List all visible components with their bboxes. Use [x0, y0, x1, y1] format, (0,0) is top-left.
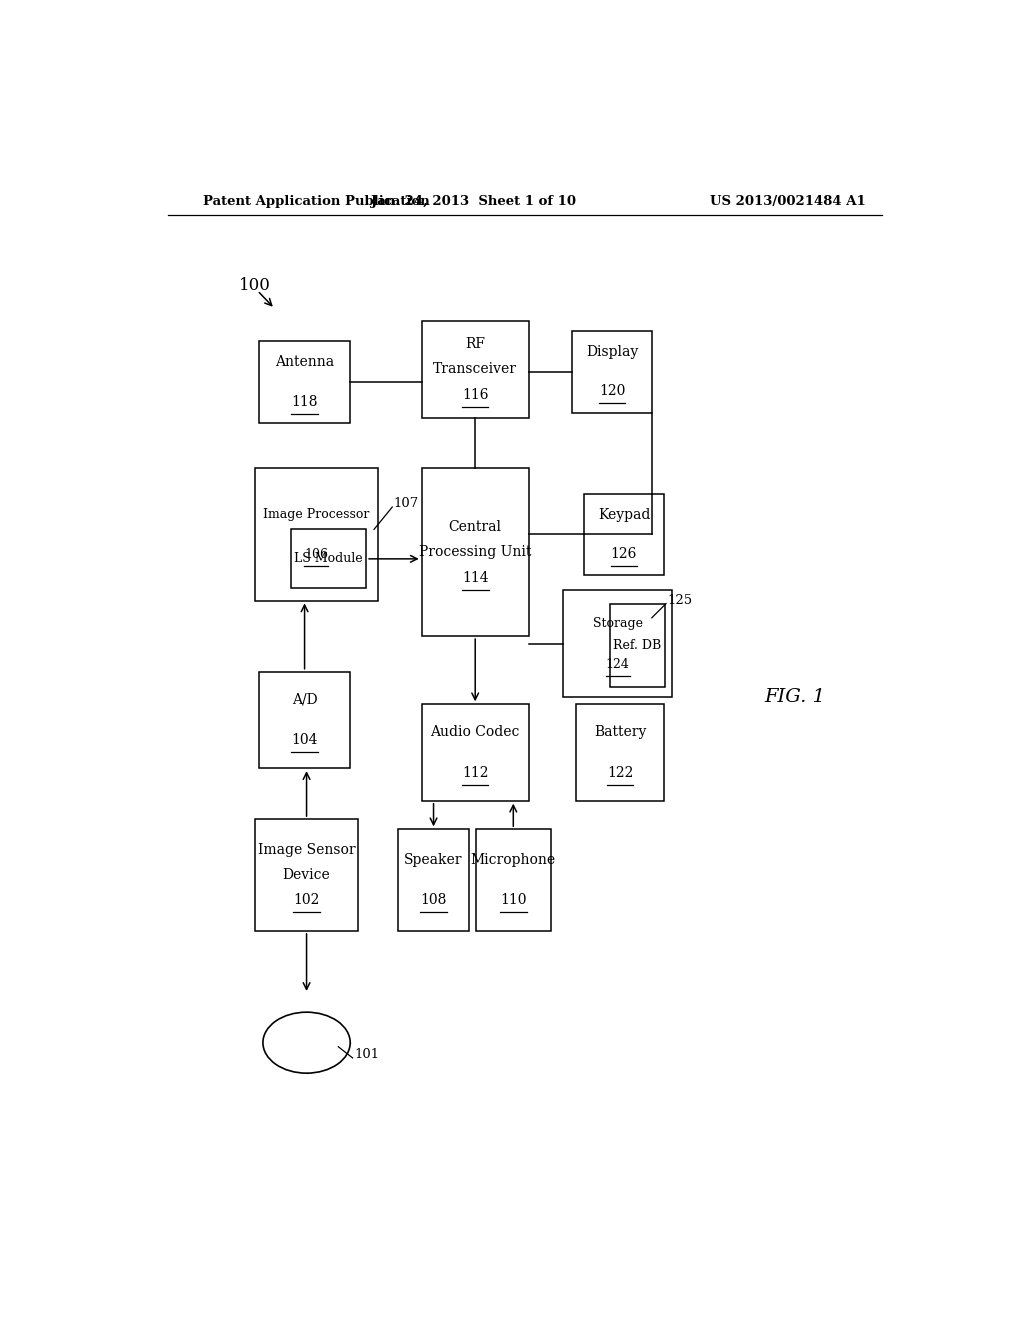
Bar	[397, 829, 469, 931]
Bar	[255, 818, 358, 931]
Text: Processing Unit: Processing Unit	[419, 545, 531, 560]
Text: Central: Central	[449, 520, 502, 533]
Bar	[422, 469, 528, 636]
Text: RF: RF	[465, 337, 485, 351]
Text: 120: 120	[599, 384, 626, 399]
Text: 102: 102	[293, 894, 319, 907]
Bar	[291, 529, 367, 589]
Text: US 2013/0021484 A1: US 2013/0021484 A1	[711, 194, 866, 207]
Text: 122: 122	[607, 766, 633, 780]
Ellipse shape	[263, 1012, 350, 1073]
Bar	[572, 331, 652, 412]
Bar	[259, 342, 350, 422]
Text: Antenna: Antenna	[275, 355, 334, 370]
Text: Keypad: Keypad	[598, 508, 650, 521]
Bar	[563, 590, 673, 697]
Text: LS Module: LS Module	[294, 552, 362, 565]
Bar	[609, 603, 666, 686]
Bar	[475, 829, 551, 931]
Text: 101: 101	[354, 1048, 379, 1061]
Text: Battery: Battery	[594, 725, 646, 739]
Bar	[585, 494, 664, 576]
Text: 107: 107	[394, 498, 419, 511]
Text: Audio Codec: Audio Codec	[430, 725, 520, 739]
Text: 106: 106	[304, 548, 329, 561]
Text: Transceiver: Transceiver	[433, 362, 517, 376]
Text: Image Processor: Image Processor	[263, 508, 370, 520]
Text: 112: 112	[462, 766, 488, 780]
Text: Storage: Storage	[593, 616, 643, 630]
Bar	[577, 704, 664, 801]
Bar	[259, 672, 350, 768]
Text: 104: 104	[291, 734, 317, 747]
Text: 100: 100	[240, 277, 271, 294]
Bar	[255, 469, 378, 601]
Text: Device: Device	[283, 869, 331, 882]
Text: 124: 124	[606, 657, 630, 671]
Text: Microphone: Microphone	[471, 853, 556, 867]
Text: Speaker: Speaker	[404, 853, 463, 867]
Text: Jan. 24, 2013  Sheet 1 of 10: Jan. 24, 2013 Sheet 1 of 10	[371, 194, 575, 207]
Text: A/D: A/D	[292, 693, 317, 706]
Text: 118: 118	[291, 395, 317, 408]
Text: 114: 114	[462, 570, 488, 585]
Text: FIG. 1: FIG. 1	[764, 688, 825, 706]
Text: Display: Display	[586, 346, 638, 359]
Text: 116: 116	[462, 388, 488, 401]
Text: 110: 110	[500, 894, 526, 907]
Text: Ref. DB: Ref. DB	[613, 639, 662, 652]
Text: 108: 108	[420, 894, 446, 907]
Text: Image Sensor: Image Sensor	[258, 842, 355, 857]
Text: Patent Application Publication: Patent Application Publication	[204, 194, 430, 207]
Bar	[422, 704, 528, 801]
Text: 126: 126	[610, 546, 637, 561]
Text: 125: 125	[668, 594, 693, 607]
Bar	[422, 321, 528, 417]
